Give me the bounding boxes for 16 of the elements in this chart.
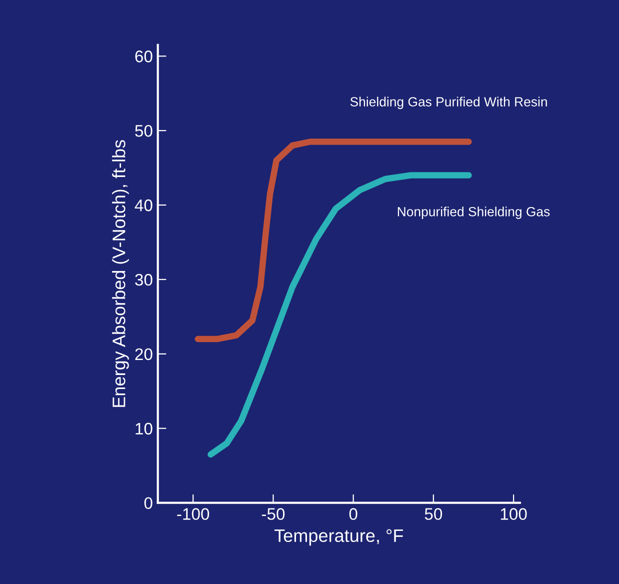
y-tick-label: 60 (135, 50, 152, 62)
y-tick-label: 10 (136, 422, 152, 435)
x-tick-label: 0 (349, 508, 358, 520)
x-axis-title: Temperature, °F (274, 529, 404, 546)
x-tick-label: 50 (424, 508, 442, 520)
y-tick-label: 0 (144, 497, 152, 510)
x-tick-label: -50 (262, 508, 285, 520)
y-tick-label: 50 (135, 124, 152, 137)
x-tick-label: 100 (500, 508, 527, 520)
y-tick-label: 20 (135, 348, 152, 360)
y-axis-title: Energy Absorbed (V-Notch), ft-lbs (112, 140, 129, 407)
text: Nonpurified Shielding Gas (398, 206, 550, 219)
text: Shielding Gas Purified With Resin (350, 96, 547, 110)
x-tick-label: -100 (177, 508, 210, 520)
y-tick-label: 40 (134, 199, 152, 212)
y-tick-label: 30 (135, 274, 152, 286)
